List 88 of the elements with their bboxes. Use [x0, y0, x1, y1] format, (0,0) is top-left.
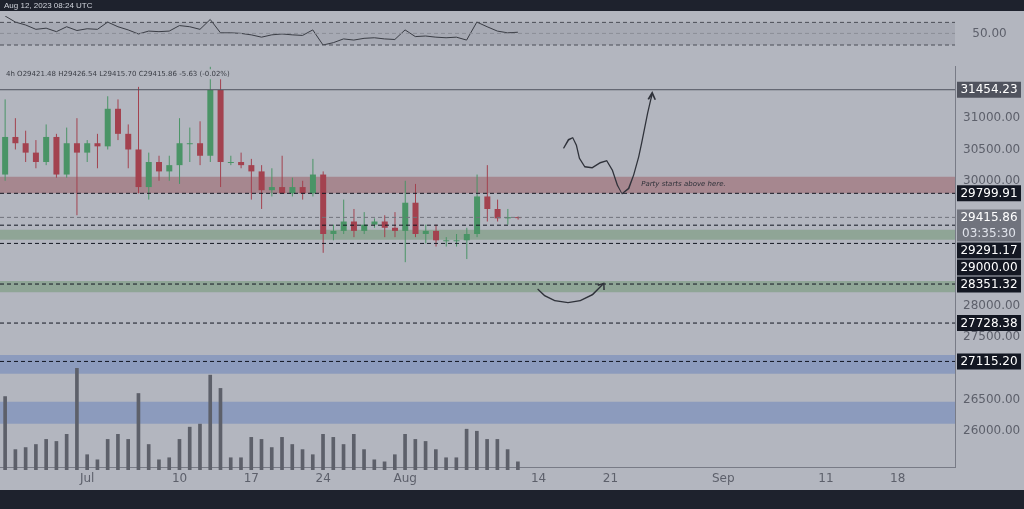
bar [239, 457, 243, 470]
bar [516, 461, 520, 470]
y-tick-label: 31000.00 [963, 110, 1021, 125]
ref-line-label: 29799.91 [960, 185, 1018, 200]
candlestick [258, 164, 265, 210]
x-tick-label: 17 [243, 470, 259, 485]
text: 50.00 [971, 26, 1008, 40]
x-tick-label: 18 [890, 470, 906, 485]
y-tick-label: 30500.00 [963, 141, 1021, 156]
candlestick [299, 180, 306, 201]
x-tick-label: 24 [315, 470, 331, 485]
bar [146, 444, 151, 470]
candlestick [484, 164, 491, 222]
bar [434, 449, 438, 470]
candlestick [12, 117, 19, 150]
bar [208, 374, 213, 470]
x-tick-label: 21 [602, 470, 619, 485]
ref-line-label: 27115.20 [960, 354, 1018, 369]
bar [157, 459, 161, 470]
bar [321, 433, 325, 470]
ref-line-label: 29415.86 03:35:30 [960, 210, 1018, 240]
bar [34, 444, 38, 470]
bar [198, 423, 202, 470]
bar [167, 457, 172, 470]
candlestick [125, 123, 132, 169]
candlestick [32, 139, 39, 169]
y-tick-label: 27500.00 [963, 329, 1021, 344]
x-tick-label: Aug [393, 470, 417, 485]
bar [413, 439, 418, 470]
x-tick-label: 10 [171, 470, 188, 485]
ref-line-label: 29000.00 [960, 260, 1018, 274]
x-tick-label: Sep [711, 470, 735, 485]
candlestick [248, 158, 255, 201]
candlestick [166, 155, 173, 182]
ref-line-label: 31454.23 [960, 82, 1018, 97]
y-tick-label: 30000.00 [963, 172, 1021, 187]
candlestick [22, 130, 29, 163]
y-tick-label: 26500.00 [963, 392, 1021, 407]
bar [310, 454, 315, 470]
candlestick [422, 224, 429, 244]
candlestick [94, 133, 101, 169]
bar [392, 454, 397, 470]
candlestick [238, 152, 245, 169]
candlestick [156, 155, 163, 182]
candlestick [176, 117, 183, 185]
y-tick-label: 26000.00 [963, 423, 1021, 438]
bar [351, 433, 356, 470]
bar [485, 439, 489, 470]
bar [290, 444, 295, 470]
candlestick [309, 158, 316, 197]
bar [331, 437, 336, 470]
bar [44, 439, 48, 470]
bar [228, 457, 233, 470]
candlestick [279, 155, 286, 194]
bar [249, 437, 254, 470]
bar [85, 454, 89, 470]
bar [372, 459, 377, 470]
bar [280, 437, 284, 470]
bar [187, 426, 192, 470]
chart-title: Aug 12, 2023 08:24 UTC [0, 0, 1024, 11]
ref-line-label: 29291.17 [960, 243, 1018, 257]
bar [126, 439, 131, 470]
candlestick [350, 208, 357, 238]
x-tick-label: 14 [530, 470, 547, 485]
ref-line-label: 27728.38 [960, 315, 1018, 330]
candlestick [186, 127, 193, 163]
bar [75, 368, 79, 470]
bar [362, 449, 366, 470]
candlestick [73, 117, 80, 216]
candlestick [289, 177, 296, 197]
x-tick-label: 11 [818, 470, 834, 485]
bar [475, 430, 479, 470]
bar [105, 439, 110, 470]
bar [269, 447, 274, 470]
bar [444, 457, 448, 470]
candlestick [197, 120, 204, 166]
candlestick [268, 167, 275, 197]
candlestick [392, 211, 398, 238]
y-tick-label: 28000.00 [963, 298, 1021, 313]
candlestick [443, 236, 450, 248]
bar [403, 433, 407, 470]
ref-line-label: 28351.32 [960, 277, 1018, 291]
candlestick [433, 224, 440, 248]
candlestick [84, 139, 91, 163]
x-tick-label: Jul [78, 470, 95, 485]
candlestick [463, 227, 470, 260]
bar [116, 433, 120, 470]
bar [3, 396, 7, 470]
